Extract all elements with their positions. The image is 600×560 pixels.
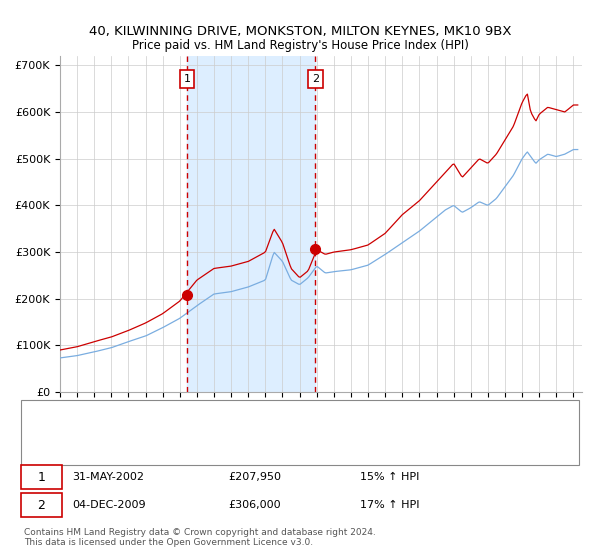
Text: Contains HM Land Registry data © Crown copyright and database right 2024.
This d: Contains HM Land Registry data © Crown c…: [24, 528, 376, 547]
Text: £306,000: £306,000: [228, 500, 281, 510]
Text: 40, KILWINNING DRIVE, MONKSTON, MILTON KEYNES, MK10 9BX: 40, KILWINNING DRIVE, MONKSTON, MILTON K…: [89, 25, 511, 38]
Text: 1: 1: [184, 74, 190, 85]
Text: 15% ↑ HPI: 15% ↑ HPI: [360, 472, 419, 482]
Text: 1: 1: [37, 470, 46, 484]
Text: Price paid vs. HM Land Registry's House Price Index (HPI): Price paid vs. HM Land Registry's House …: [131, 39, 469, 52]
Text: —: —: [36, 427, 55, 446]
Bar: [187, 56, 316, 392]
Text: 2: 2: [37, 498, 46, 512]
Text: —: —: [36, 409, 55, 428]
Text: 2: 2: [312, 74, 319, 85]
Text: £207,950: £207,950: [228, 472, 281, 482]
Text: 17% ↑ HPI: 17% ↑ HPI: [360, 500, 419, 510]
Text: 40, KILWINNING DRIVE, MONKSTON, MILTON KEYNES, MK10 9BX (detached house): 40, KILWINNING DRIVE, MONKSTON, MILTON K…: [66, 413, 469, 423]
Text: 31-MAY-2002: 31-MAY-2002: [72, 472, 144, 482]
Text: 04-DEC-2009: 04-DEC-2009: [72, 500, 146, 510]
Text: HPI: Average price, detached house, Milton Keynes: HPI: Average price, detached house, Milt…: [66, 432, 315, 442]
